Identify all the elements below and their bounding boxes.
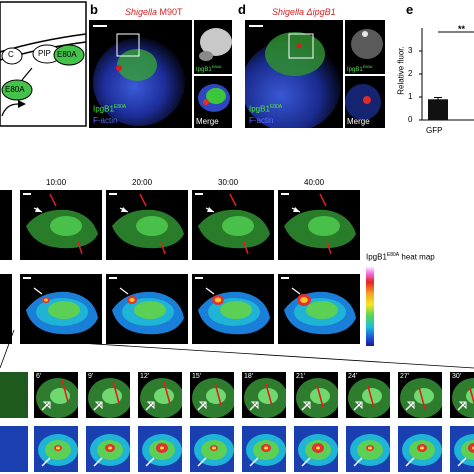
schematic-panel: C PIP E80A E80A: [0, 0, 90, 130]
bar-gfp: [428, 99, 448, 120]
strip-time-label: 9': [88, 373, 94, 380]
strip-time-label: 21': [296, 373, 306, 380]
heatmap-colorbar: [366, 266, 374, 346]
heatmap-legend: IpgB1E80A heat map: [366, 252, 474, 352]
y-tick-0: 0: [408, 115, 413, 124]
timelapse-partial-top: [0, 190, 12, 260]
panel-letter-b: b: [90, 2, 98, 17]
strip-time-label: 6': [36, 373, 42, 380]
timelapse-frame-heatmap: [278, 274, 360, 344]
node-c-label: C: [8, 50, 14, 59]
timelapse-frame-heatmap: [192, 274, 274, 344]
strip-time-label: 18': [244, 373, 254, 380]
timelapse-section: 10:00 20:00 30:00 40:00 IpgB1E80A heat map: [0, 178, 474, 360]
panel-b-inset-top: IpgB1E80A: [194, 20, 232, 74]
heatmap-title: IpgB1E80A heat map: [366, 252, 435, 262]
strip-frame-heatmap: [346, 426, 390, 472]
strip-frame-heatmap: [34, 426, 78, 472]
timelapse-time-label: 30:00: [218, 178, 239, 187]
zoom-connector: [0, 330, 474, 369]
timelapse-frame-green: [20, 190, 102, 260]
strip-frame-green: [450, 372, 474, 418]
strip-frame-green: [294, 372, 338, 418]
panel-d-main-image: IpgB1E80A F-actin: [245, 20, 343, 128]
strip-frame-green: [190, 372, 234, 418]
panel-b-title: Shigella M90T: [125, 7, 183, 17]
panel-letter-e: e: [406, 2, 414, 17]
panel-d-protein-label: IpgB1E80A: [249, 104, 283, 114]
node-e80a-top: [53, 44, 85, 66]
panel-e-chart: Relative fluor. GFP ** 0 1 2 3: [388, 18, 474, 138]
y-tick-2: 2: [408, 69, 413, 78]
strip-frame-green: [138, 372, 182, 418]
strip-time-label: 24': [348, 373, 358, 380]
panel-b-factin-label: F-actin: [93, 116, 118, 125]
strip-frame-partial: [0, 426, 28, 472]
x-tick-label: GFP: [426, 126, 443, 135]
node-c: [1, 47, 23, 65]
y-axis-label: Relative fluor.: [396, 46, 406, 95]
node-e80a-top-label: E80A: [57, 50, 77, 59]
significance-label: **: [458, 24, 466, 34]
strip-frame-green: [86, 372, 130, 418]
strip-frame-heatmap: [242, 426, 286, 472]
node-pip-label: PIP: [38, 49, 51, 58]
strip-time-label: 15': [192, 373, 202, 380]
timelapse-frame-green: [106, 190, 188, 260]
zoom-strip: 6' 9' 12' 15' 18' 21' 24' 27' 30': [0, 370, 474, 474]
strip-time-label: 27': [400, 373, 410, 380]
error-bar: [434, 96, 442, 102]
panel-b-protein-label: IpgB1E80A: [93, 104, 127, 114]
panel-d-title: Shigella ΔipgB1: [272, 7, 336, 17]
strip-frame-green: [242, 372, 286, 418]
strip-frame-partial: [0, 372, 28, 418]
strip-frame-heatmap: [86, 426, 130, 472]
strip-frame-heatmap: [190, 426, 234, 472]
node-e80a-bottom-label: E80A: [5, 85, 25, 94]
timelapse-partial-bottom: [0, 274, 12, 344]
panel-b-merge-label: Merge: [196, 117, 219, 126]
panel-b-inset-merge: Merge: [194, 76, 232, 128]
schematic-diagram: [0, 1, 87, 127]
panel-d-inset-merge: Merge: [345, 76, 385, 128]
strip-frame-heatmap: [294, 426, 338, 472]
panel-d-factin-label: F-actin: [249, 116, 274, 125]
strip-frame-heatmap: [138, 426, 182, 472]
y-tick-1: 1: [408, 92, 413, 101]
panel-letter-d: d: [238, 2, 246, 17]
bar-chart-svg: [419, 28, 474, 121]
strip-frame-green: [346, 372, 390, 418]
strip-frame-heatmap: [450, 426, 474, 472]
timelapse-time-label: 10:00: [46, 178, 67, 187]
strip-frame-green: [34, 372, 78, 418]
timelapse-time-label: 40:00: [304, 178, 325, 187]
strip-time-label: 30': [452, 373, 462, 380]
panel-d-merge-label: Merge: [347, 117, 370, 126]
strip-frame-heatmap: [398, 426, 442, 472]
strip-time-label: 12': [140, 373, 150, 380]
panel-b-main-image: IpgB1E80A F-actin: [89, 20, 192, 128]
timelapse-frame-heatmap: [106, 274, 188, 344]
timelapse-frame-green: [192, 190, 274, 260]
panel-d-inset-top: IpgB1E80A: [345, 20, 385, 74]
y-tick-3: 3: [408, 46, 413, 55]
strip-frame-green: [398, 372, 442, 418]
timelapse-frame-green: [278, 190, 360, 260]
timelapse-frame-heatmap: [20, 274, 102, 344]
node-e80a-bottom: [1, 79, 33, 101]
timelapse-time-label: 20:00: [132, 178, 153, 187]
